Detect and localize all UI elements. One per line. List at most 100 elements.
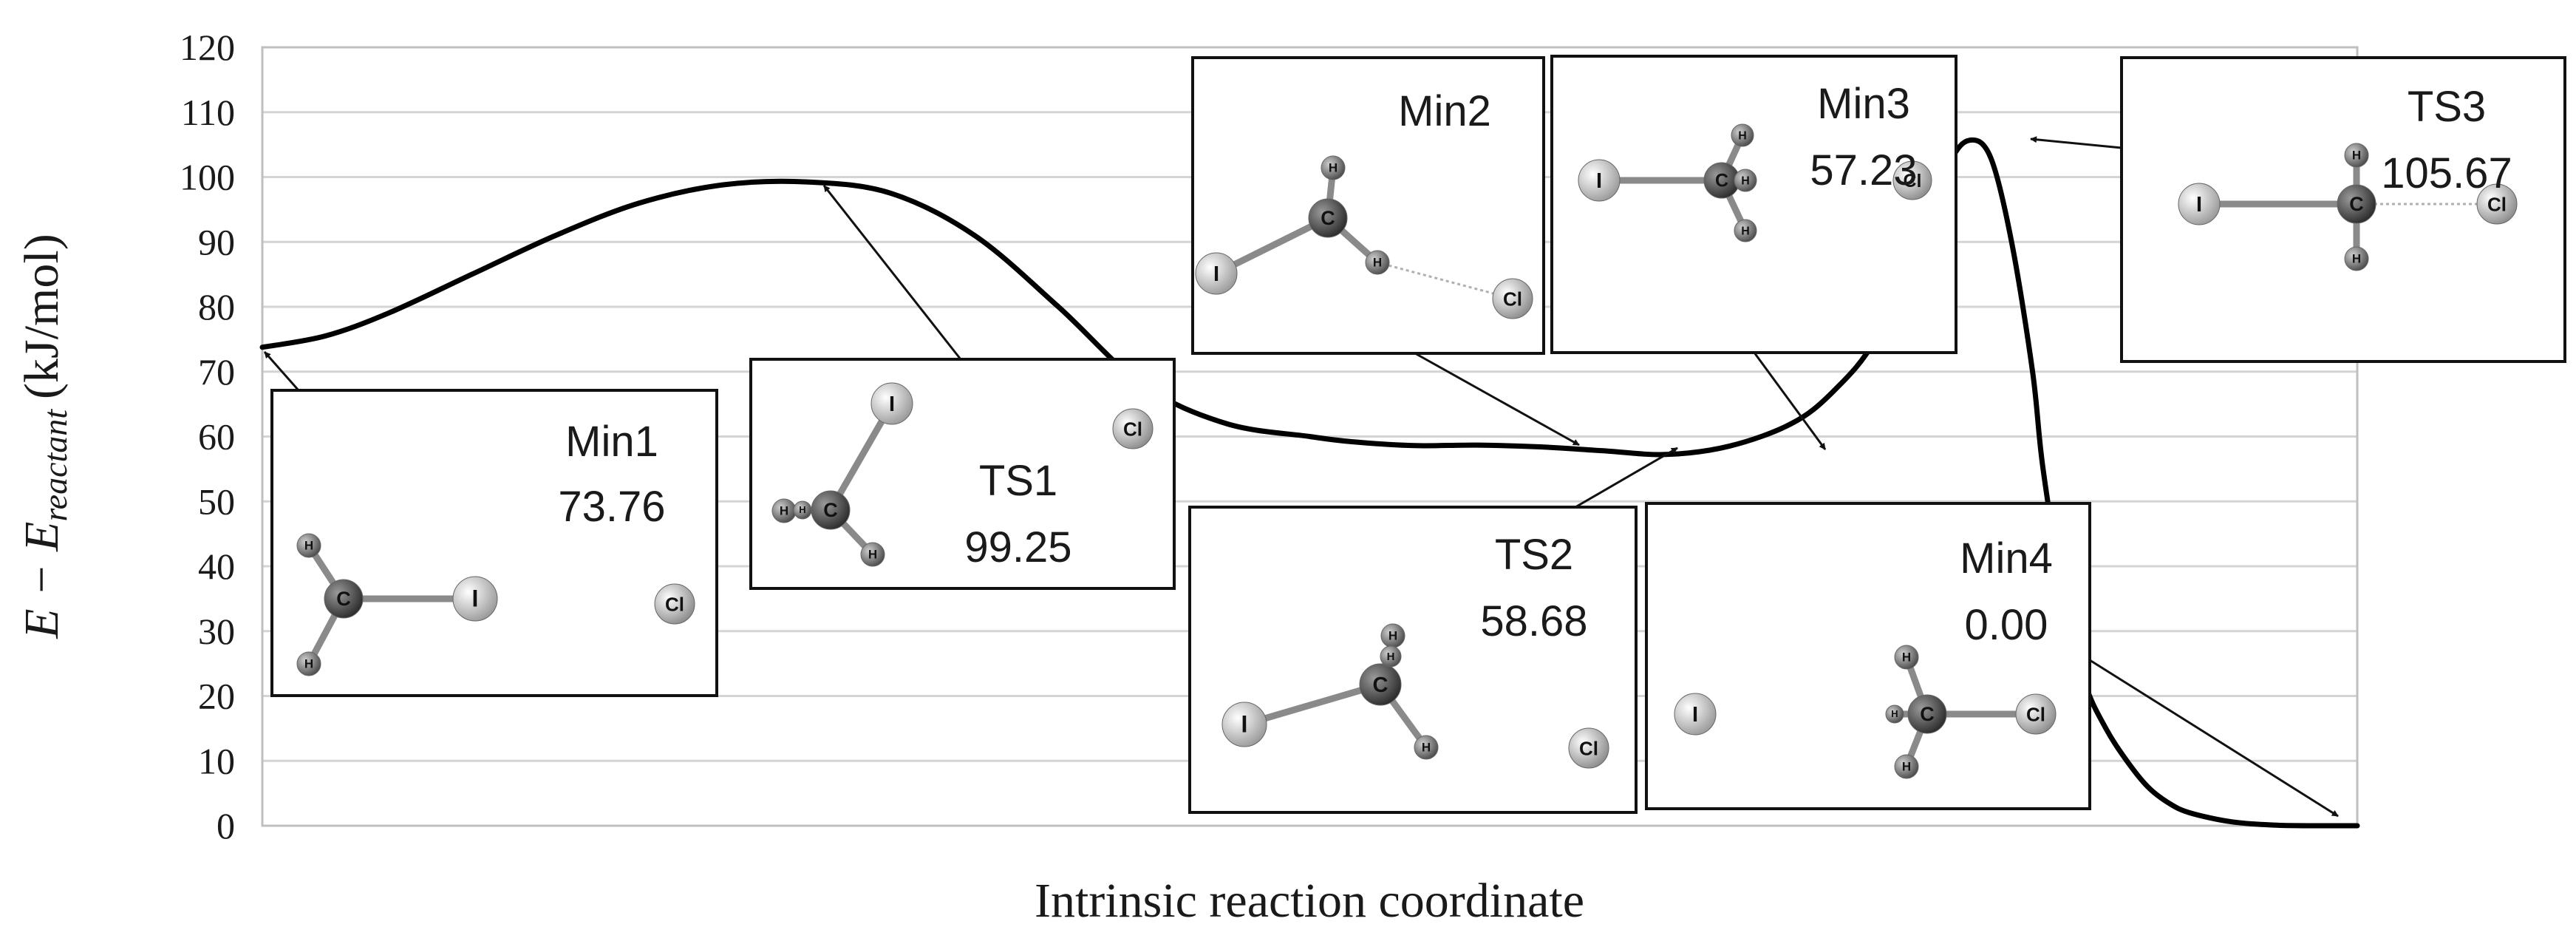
y-tick-label: 20 [198, 676, 235, 717]
annotation-label: Min2 [1398, 87, 1491, 135]
atom-h [1885, 704, 1904, 724]
atom-h [1734, 219, 1757, 242]
atom-c [2337, 184, 2376, 224]
atom-label: C [1321, 207, 1335, 229]
atom-label: H [1388, 629, 1397, 643]
atom-label: Cl [1579, 737, 1598, 759]
annotation-arrow [1753, 352, 1827, 450]
atom-h [793, 500, 812, 520]
atom-c [1308, 198, 1348, 238]
y-tick-label: 60 [198, 416, 235, 458]
annotation-arrow [1414, 352, 1580, 446]
atom-label: I [1213, 262, 1219, 286]
atom-cl [1568, 727, 1609, 769]
atom-label: C [1373, 673, 1388, 697]
atom-c [1359, 663, 1402, 706]
y-tick-label: 40 [198, 546, 235, 587]
atom-h [1380, 645, 1402, 668]
molecule-min1: C H H I Cl [296, 533, 695, 676]
atom-label: C [823, 499, 838, 521]
atom-label: H [1329, 161, 1338, 175]
annotation-arrow [263, 351, 300, 391]
atom-label: H [1373, 256, 1382, 270]
atom-label: C [336, 588, 351, 610]
atom-i [1674, 693, 1717, 736]
molecule-min2: C H I H Cl [1195, 155, 1533, 319]
atom-cl [654, 583, 695, 625]
atom-label: H [304, 657, 313, 671]
atom-h [296, 533, 321, 558]
atom-label: H [1902, 651, 1911, 665]
bond [1241, 681, 1384, 728]
atom-h [1731, 123, 1754, 147]
annotation-arrow [2030, 136, 2122, 149]
atom-label: Cl [1904, 171, 1922, 191]
atom-label: H [799, 504, 805, 515]
annotation-label: TS1 [979, 457, 1057, 505]
atom-h [1365, 250, 1390, 275]
atom-label: I [472, 585, 479, 612]
annotation-value: 58.68 [1480, 597, 1587, 645]
atom-label: I [889, 393, 895, 416]
annotation-box-min2: C H I H Cl Min2 [1191, 56, 1545, 355]
atom-label: Cl [2487, 193, 2507, 215]
atom-label: I [1692, 703, 1698, 727]
atom-label: C [2349, 193, 2364, 215]
atom-label: H [1741, 174, 1750, 187]
y-tick-label: 30 [198, 611, 235, 652]
atom-i [870, 382, 913, 425]
atom-c [324, 579, 364, 619]
annotation-arrows [263, 136, 2339, 818]
atom-label: H [780, 504, 788, 518]
atom-i [2178, 183, 2221, 225]
atom-label: H [1891, 708, 1898, 719]
molecule-min4: C H H H Cl I [1674, 645, 2057, 779]
atom-h [1894, 754, 1919, 779]
y-tick-label: 10 [198, 740, 235, 781]
y-tick-label: 0 [217, 805, 235, 846]
annotation-value: 105.67 [2381, 149, 2512, 197]
atom-i [1578, 159, 1621, 202]
atom-label: H [1738, 129, 1747, 142]
atom-label: Cl [1503, 288, 1522, 310]
atom-label: I [2196, 193, 2202, 217]
atom-i [1221, 702, 1267, 747]
atom-label: Cl [665, 593, 684, 615]
annotation-box-ts3: C H H I Cl TS3 105.67 [2120, 56, 2566, 363]
y-tick-label: 50 [198, 481, 235, 522]
annotation-arrow [822, 185, 962, 360]
atom-label: C [1920, 703, 1935, 725]
annotation-label: Min3 [1817, 80, 1910, 128]
y-axis-title: E − Ereactant (kJ/mol) [15, 234, 74, 639]
atom-h [296, 651, 321, 676]
atom-label: H [868, 548, 877, 562]
annotation-frame [270, 389, 718, 697]
atom-cl [1112, 408, 1154, 449]
annotation-label: TS3 [2408, 83, 2486, 131]
atom-cl [1492, 278, 1533, 319]
y-tick-label: 80 [198, 286, 235, 327]
annotation-arrow [2089, 659, 2339, 818]
atom-c [1907, 694, 1947, 734]
atom-i [1195, 252, 1238, 295]
y-tick-label: 110 [181, 92, 235, 133]
atom-h [1894, 645, 1919, 670]
atom-label: H [1387, 651, 1395, 663]
y-tick-label: 90 [198, 221, 235, 262]
atom-i [452, 576, 498, 622]
annotation-box-min1: C H H I Cl Min1 73.76 [270, 389, 718, 697]
atom-cl [1892, 160, 1932, 200]
annotation-frame [1645, 502, 2091, 810]
annotation-label: TS2 [1495, 531, 1573, 579]
atom-label: Cl [1123, 418, 1142, 440]
annotation-box-min4: C H H H Cl I Min4 0.00 [1645, 502, 2091, 810]
atom-label: H [1902, 760, 1911, 774]
atom-h [1414, 735, 1439, 760]
atom-h [1734, 169, 1757, 192]
annotation-frame [1550, 55, 1957, 354]
